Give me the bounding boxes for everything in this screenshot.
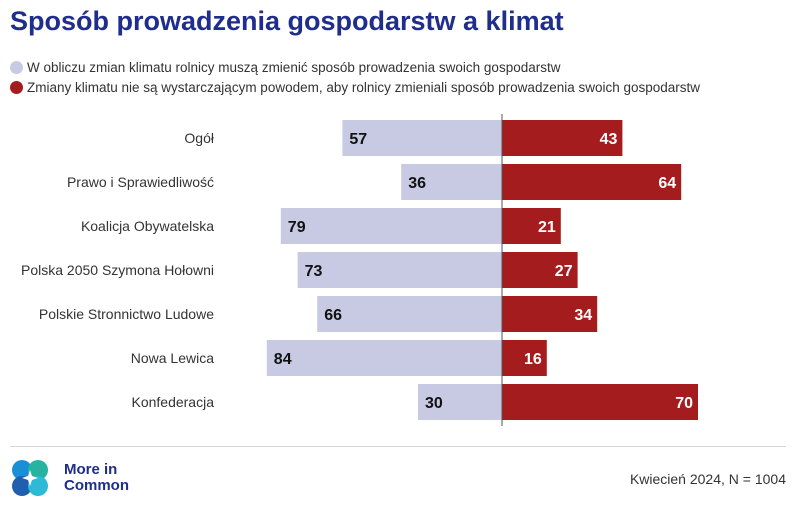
source-note: Kwiecień 2024, N = 1004 (629, 471, 786, 487)
chart-title: Sposób prowadzenia gospodarstw a klimat (10, 6, 564, 36)
legend-swatch-disagree (10, 80, 23, 94)
bar-agree (418, 384, 502, 420)
category-label: Prawo i Sprawiedliwość (67, 174, 214, 190)
data-label-disagree: 70 (675, 395, 693, 412)
data-label-agree: 36 (408, 175, 426, 192)
bar-disagree (502, 208, 561, 244)
logo-text-line2: Common (64, 477, 129, 494)
chart: Ogół 57 43 Prawo i Sprawiedliwość 36 64 Koalic… (21, 114, 698, 426)
category-label: Konfederacja (131, 394, 214, 410)
data-label-disagree: 27 (555, 263, 573, 280)
logo-text-line1: More in (64, 461, 118, 478)
data-label-agree: 84 (274, 351, 292, 368)
data-label-disagree: 34 (574, 307, 592, 324)
footer-divider (10, 446, 786, 447)
legend-label-disagree: Zmiany klimatu nie są wystarczającym pow… (27, 79, 701, 95)
bar-disagree (502, 120, 623, 156)
category-label: Nowa Lewica (131, 350, 214, 366)
bar-disagree (502, 296, 598, 332)
data-label-disagree: 43 (600, 131, 618, 148)
legend-item-disagree: Zmiany klimatu nie są wystarczającym pow… (10, 77, 700, 97)
bar-disagree (502, 340, 547, 376)
data-label-agree: 79 (288, 219, 306, 236)
legend-label-agree: W obliczu zmian klimatu rolnicy muszą zm… (27, 59, 561, 75)
data-label-disagree: 21 (538, 219, 556, 236)
bar-disagree (502, 164, 682, 200)
category-label: Koalicja Obywatelska (81, 218, 214, 234)
logo-icon (12, 460, 48, 496)
category-label: Ogół (184, 130, 214, 146)
data-label-disagree: 16 (524, 351, 542, 368)
data-label-agree: 73 (305, 263, 323, 280)
data-label-agree: 57 (349, 131, 367, 148)
bar-agree (401, 164, 502, 200)
legend-swatch-agree (10, 60, 23, 74)
data-label-agree: 30 (425, 395, 443, 412)
legend-item-agree: W obliczu zmian klimatu rolnicy muszą zm… (10, 57, 700, 77)
data-label-agree: 66 (324, 307, 342, 324)
more-in-common-logo: More in Common (10, 458, 129, 498)
bar-agree (342, 120, 502, 156)
bar-agree (266, 340, 502, 376)
bar-agree (297, 252, 502, 288)
bar-agree (317, 296, 502, 332)
legend: W obliczu zmian klimatu rolnicy muszą zm… (10, 57, 700, 97)
data-label-disagree: 64 (658, 175, 676, 192)
category-label: Polska 2050 Szymona Hołowni (21, 262, 214, 278)
category-label: Polskie Stronnictwo Ludowe (39, 306, 214, 322)
bar-disagree (502, 384, 698, 420)
bar-disagree (502, 252, 578, 288)
bar-agree (280, 208, 502, 244)
